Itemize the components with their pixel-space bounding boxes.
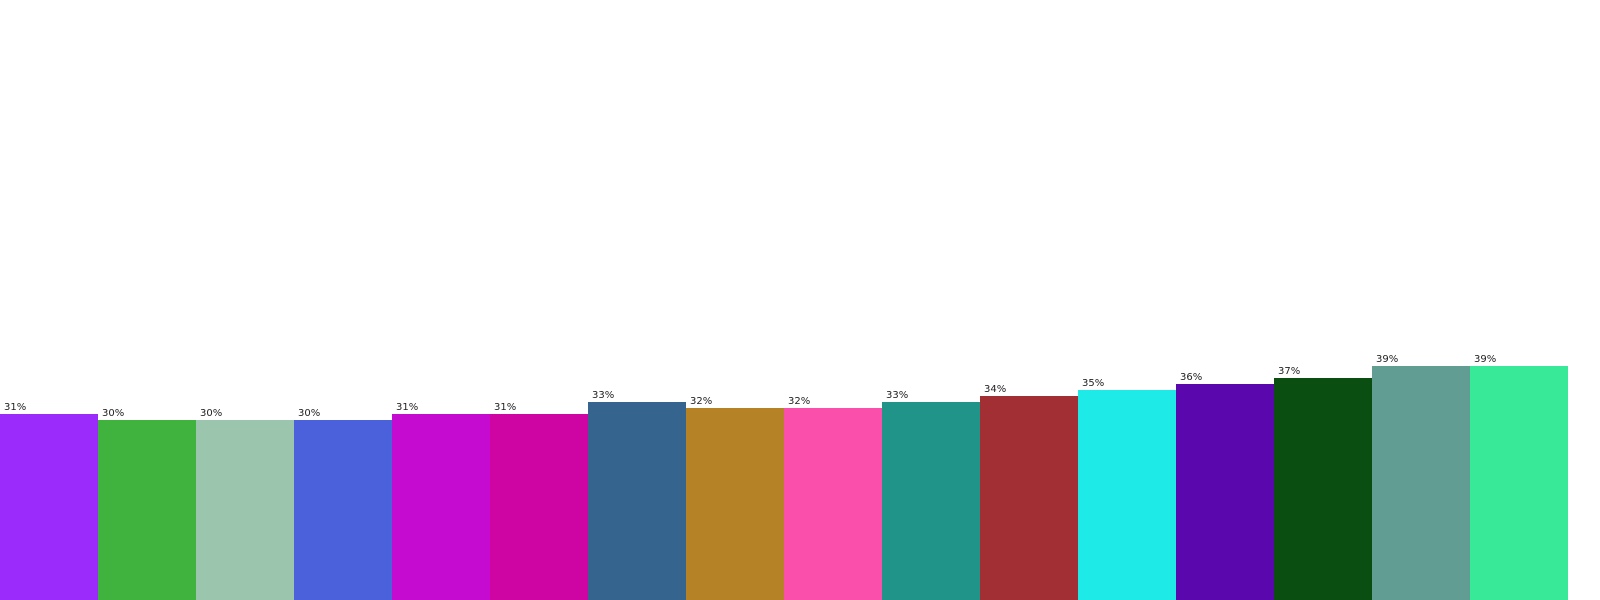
bar-value-label-5: 31% <box>396 402 418 413</box>
bar-13 <box>1176 384 1274 600</box>
bar-value-label-9: 32% <box>788 396 810 407</box>
bar-2 <box>98 420 196 600</box>
bar-14 <box>1274 378 1372 600</box>
bar-9 <box>784 408 882 600</box>
bar-value-label-6: 31% <box>494 402 516 413</box>
bar-6 <box>490 414 588 600</box>
bar-value-label-3: 30% <box>200 408 222 419</box>
bar-1 <box>0 414 98 600</box>
bar-4 <box>294 420 392 600</box>
bar-12 <box>1078 390 1176 600</box>
bar-10 <box>882 402 980 600</box>
bar-value-label-15: 39% <box>1376 354 1398 365</box>
bar-value-label-12: 35% <box>1082 378 1104 389</box>
bar-value-label-14: 37% <box>1278 366 1300 377</box>
bar-value-label-4: 30% <box>298 408 320 419</box>
bar-value-label-2: 30% <box>102 408 124 419</box>
bar-value-label-13: 36% <box>1180 372 1202 383</box>
bar-value-label-10: 33% <box>886 390 908 401</box>
bar-5 <box>392 414 490 600</box>
bar-11 <box>980 396 1078 600</box>
bar-value-label-16: 39% <box>1474 354 1496 365</box>
bar-15 <box>1372 366 1470 600</box>
bar-7 <box>588 402 686 600</box>
bar-3 <box>196 420 294 600</box>
bar-value-label-1: 31% <box>4 402 26 413</box>
bar-16 <box>1470 366 1568 600</box>
bar-value-label-8: 32% <box>690 396 712 407</box>
bar-value-label-7: 33% <box>592 390 614 401</box>
bar-value-label-11: 34% <box>984 384 1006 395</box>
bar-8 <box>686 408 784 600</box>
